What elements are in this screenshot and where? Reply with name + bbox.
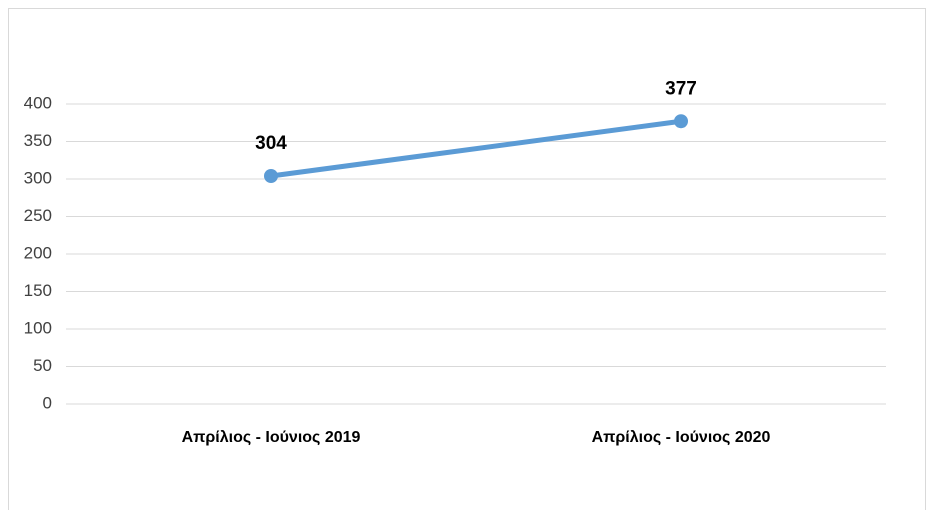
- data-point: [264, 169, 278, 183]
- y-tick-label: 100: [24, 318, 52, 337]
- y-tick-label: 200: [24, 243, 52, 262]
- chart-border: [8, 8, 926, 515]
- data-label: 377: [665, 78, 697, 99]
- y-tick-label: 150: [24, 281, 52, 300]
- data-label: 304: [255, 133, 287, 154]
- y-tick-label: 400: [24, 93, 52, 112]
- y-tick-label: 250: [24, 206, 52, 225]
- y-tick-label: 50: [33, 356, 52, 375]
- x-tick-label: Απρίλιος - Ιούνιος 2019: [182, 429, 361, 446]
- y-tick-label: 0: [43, 393, 52, 412]
- y-tick-label: 300: [24, 168, 52, 187]
- data-point: [674, 114, 688, 129]
- x-tick-label: Απρίλιος - Ιούνιος 2020: [592, 429, 771, 446]
- y-tick-label: 350: [24, 131, 52, 150]
- data-line: [268, 118, 684, 179]
